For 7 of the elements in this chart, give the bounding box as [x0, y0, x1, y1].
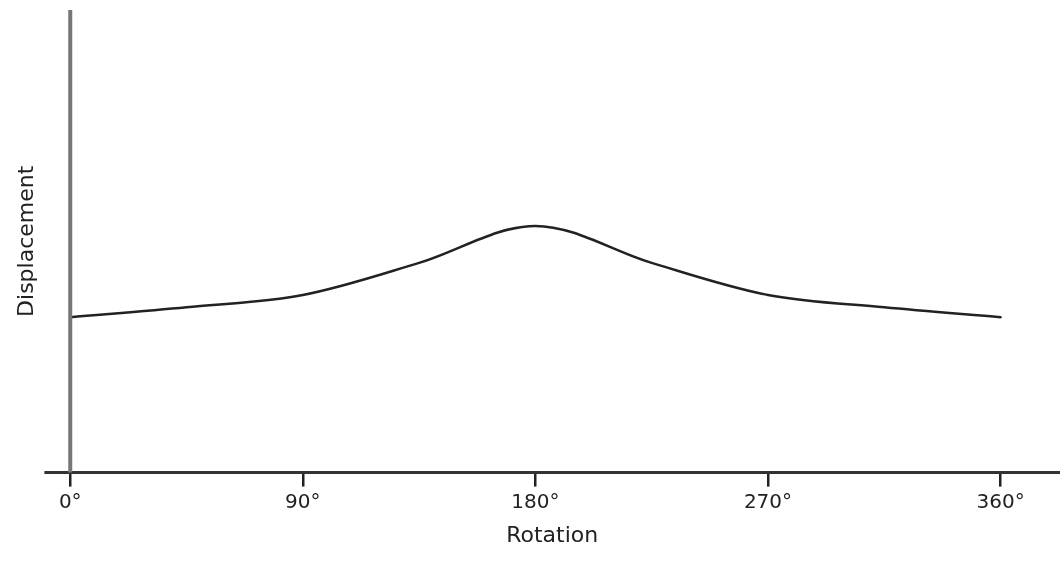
y-axis-title: Displacement: [12, 165, 38, 317]
x-tick-label: 270°: [743, 488, 793, 513]
x-tick-label: 180°: [511, 488, 560, 513]
x-tick-label: 0°: [58, 488, 82, 513]
x-axis-title: Rotation: [506, 521, 599, 547]
x-tick-label: 360°: [976, 488, 1025, 513]
x-tick-label: 90°: [285, 488, 321, 513]
